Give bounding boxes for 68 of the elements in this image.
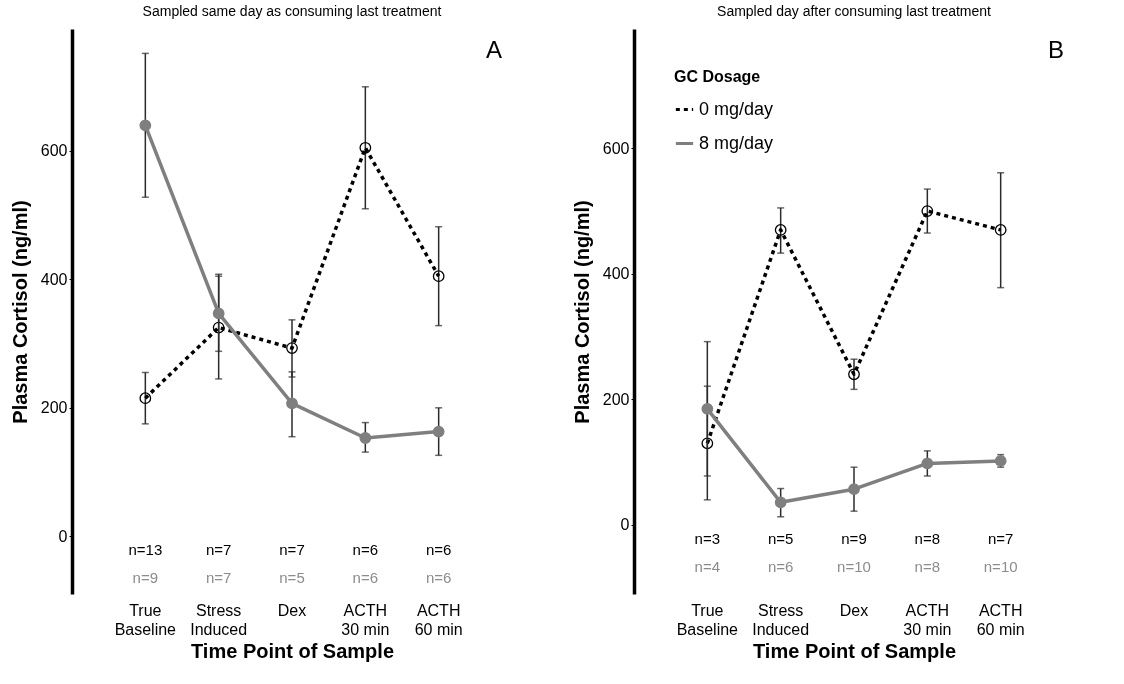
point [432,270,445,283]
point [848,483,860,496]
annotation: n=5 [767,529,794,547]
y-tick-label: 600 [40,142,68,160]
legend-label: 8 mg/day [699,132,774,153]
point [921,457,934,470]
annotation: n=6 [425,541,452,559]
y-tick-label: 200 [40,399,68,417]
x-tick-label: ACTH 30 min [903,601,952,638]
y-axis-title: Plasma Cortisol (ng/ml) [8,200,31,424]
annotation: n=7 [205,541,232,559]
point [921,205,934,217]
annotation: n=6 [352,569,379,587]
legend-label: 0 mg/day [699,98,774,119]
annotation: n=7 [205,569,232,587]
point [432,425,445,438]
x-tick-label: Stress Induced [190,601,248,638]
x-tick-label: ACTH 60 min [976,601,1025,638]
y-tick-label: 400 [602,265,630,283]
annotation: n=7 [279,541,305,559]
point [139,392,152,405]
y-tick-label: 200 [602,390,630,408]
annotation: n=9 [841,529,867,547]
x-tick-label: Dex [839,601,869,619]
chart-title: Sampled day after consuming last treatment [717,3,992,19]
annotation: n=8 [914,529,941,547]
point [701,437,714,450]
point [286,397,298,410]
text: A [485,36,502,63]
annotation: n=10 [837,557,871,575]
point [212,307,225,320]
x-tick-label: Stress Induced [752,601,810,638]
y-axis-title: Plasma Cortisol (ng/ml) [570,200,593,424]
y-tick-label: 600 [602,139,630,157]
annotation: n=3 [694,529,721,547]
annotation: n=9 [132,569,159,587]
legend-title: GC Dosage [674,68,761,85]
x-axis-title: Time Point of Sample [753,639,956,662]
x-tick-label: True Baseline [114,601,177,638]
x-axis-title: Time Point of Sample [191,639,394,662]
text: B [1047,36,1064,63]
annotation: n=6 [767,557,794,575]
point [701,402,714,415]
annotation: n=6 [425,569,452,587]
annotation: n=10 [983,557,1018,575]
x-tick-label: True Baseline [676,601,739,638]
annotation: n=6 [352,541,379,559]
x-tick-label: Dex [277,601,307,619]
point [359,141,372,154]
point [848,368,860,381]
x-tick-label: ACTH 30 min [341,601,390,638]
chart-title: Sampled same day as consuming last treatment [142,3,442,19]
annotation: n=5 [279,569,305,587]
annotation: n=7 [987,529,1014,547]
point [139,119,152,132]
annotation: n=13 [128,541,163,559]
annotation: n=4 [694,557,721,575]
y-tick-label: 400 [40,270,68,288]
point [774,224,787,236]
point [774,496,787,509]
point [212,321,225,334]
point [359,432,372,444]
point [286,342,298,354]
y-tick-label: 0 [58,527,68,545]
y-tick-label: 0 [620,516,630,534]
annotation: n=8 [914,557,941,575]
x-tick-label: ACTH 60 min [414,601,463,638]
point [994,224,1007,236]
